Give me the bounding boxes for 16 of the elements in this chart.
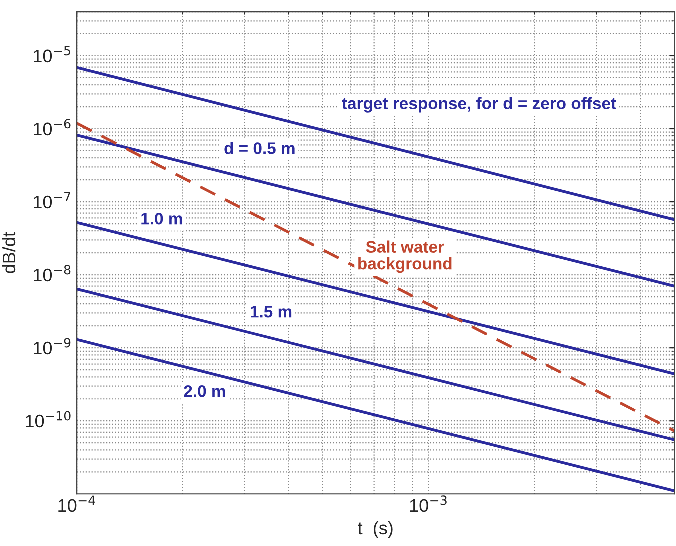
y-tick-label: 10$^{−10}$ — [26, 411, 71, 428]
y-tick-label: 10$^{−9}$ — [34, 338, 71, 355]
series-label: Salt water background — [358, 240, 452, 274]
x-axis-title: t (s) — [358, 521, 393, 538]
series-label: d = 0.5 m — [224, 142, 295, 154]
y-tick-label: 10$^{−6}$ — [34, 119, 71, 136]
x-tick-label: 10$^{−3}$ — [410, 496, 447, 512]
series-label: target response, for d = zero offset — [342, 97, 616, 113]
y-tick-label: 10$^{−7}$ — [34, 192, 70, 209]
series-label: 1.0 m — [142, 212, 182, 225]
series-label: 1.5 m — [251, 306, 292, 318]
y-axis-title: dB/dt — [2, 232, 16, 274]
y-tick-label: 10$^{−5}$ — [34, 46, 70, 63]
series-label: 2.0 m — [184, 386, 226, 398]
y-tick-label: 10$^{−8}$ — [34, 265, 71, 282]
x-tick-label: 10$^{−4}$ — [58, 496, 96, 512]
